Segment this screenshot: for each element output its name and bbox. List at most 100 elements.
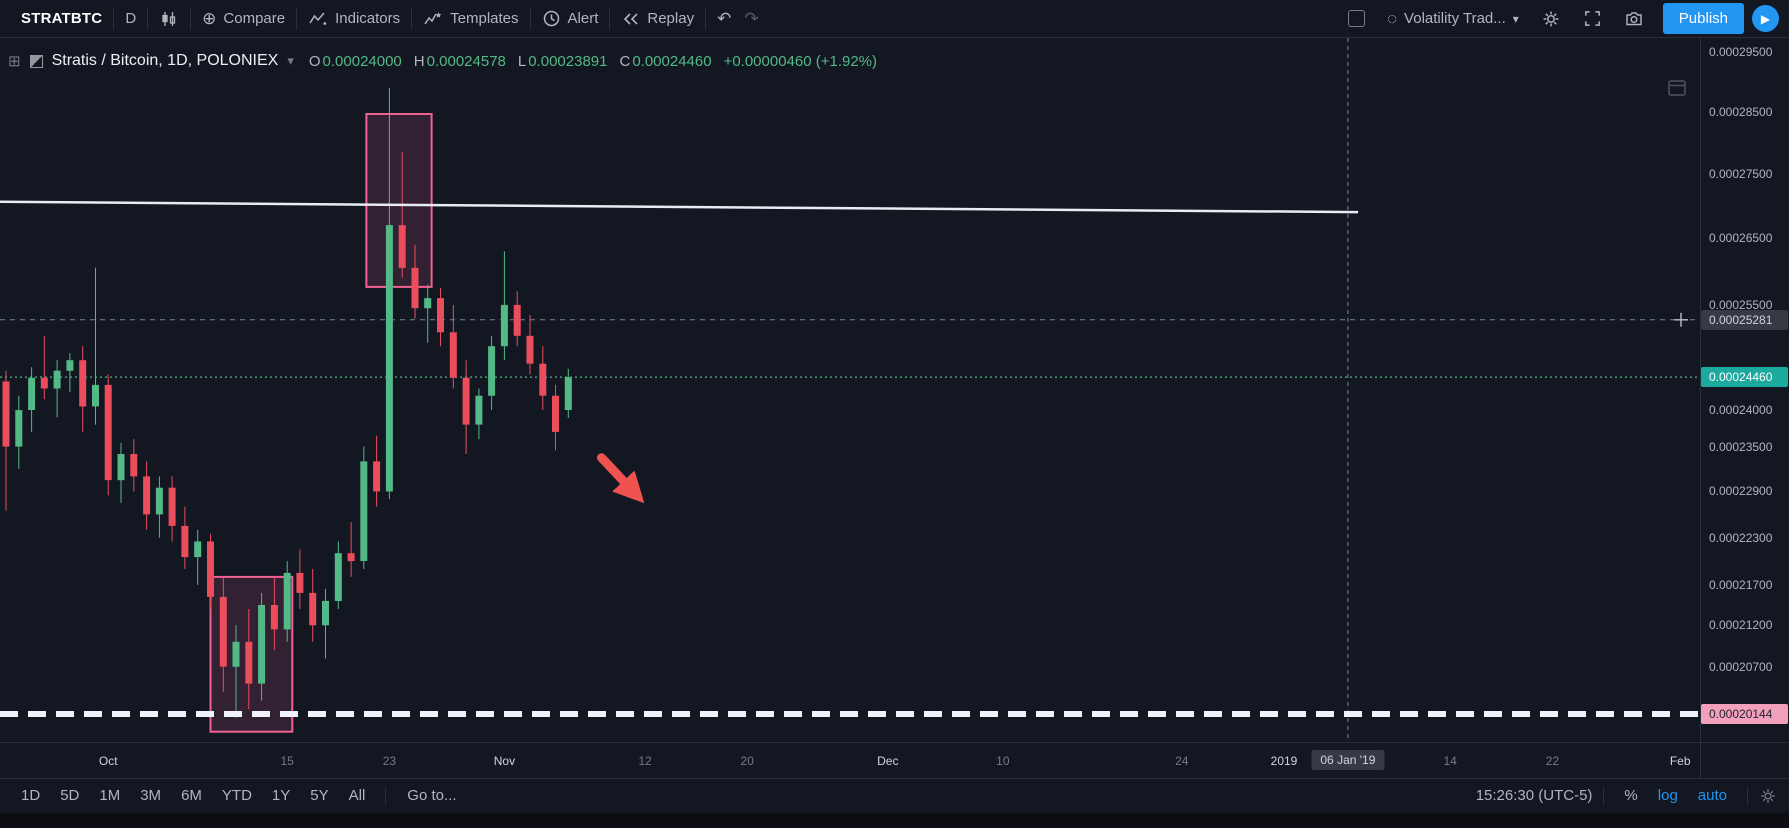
toolbar-left-group: STRATBTC D ⊕ Compare Indicators Template… — [10, 0, 770, 38]
time-axis-label: 24 — [1175, 754, 1189, 768]
range-5d[interactable]: 5D — [60, 787, 80, 804]
toolbar-separator — [190, 7, 192, 30]
symbol-button[interactable]: STRATBTC — [21, 10, 103, 27]
toolbar-separator — [529, 7, 531, 30]
alert-button[interactable]: Alert — [531, 0, 610, 38]
clock-label[interactable]: 15:26:30 (UTC-5) — [1475, 787, 1593, 804]
toolbar-separator — [113, 7, 115, 30]
undo-icon: ↶ — [717, 9, 732, 28]
price-axis-label: 0.00024000 — [1709, 403, 1773, 418]
layout-name-label: Volatility Trad... — [1404, 10, 1506, 27]
bottom-strip — [0, 812, 1789, 828]
indicators-label: Indicators — [335, 10, 401, 27]
chart-legend: ⊞ Stratis / Bitcoin, 1D, POLONIEX ▾ O 0.0… — [8, 52, 877, 70]
low-label: L — [517, 52, 527, 70]
range-1d[interactable]: 1D — [21, 787, 41, 804]
time-axis-label: 22 — [1545, 754, 1560, 768]
time-axis-label: 15 — [280, 754, 294, 768]
goto-button[interactable]: Go to... — [407, 787, 457, 804]
redo-button[interactable]: ↷ — [742, 0, 769, 38]
footer-separator — [1747, 786, 1748, 805]
legend-toggle-icon[interactable] — [29, 54, 43, 68]
top-toolbar: STRATBTC D ⊕ Compare Indicators Template… — [0, 0, 1789, 38]
axis-corner — [1700, 742, 1789, 779]
high-label: H — [413, 52, 425, 70]
low-value: 0.00023891 — [528, 52, 608, 70]
range-3m[interactable]: 3M — [140, 787, 162, 804]
symbol-caret-icon[interactable]: ▾ — [287, 53, 294, 68]
footer-separator — [1603, 786, 1605, 805]
toolbar-separator — [147, 7, 149, 30]
undo-button[interactable]: ↶ — [706, 0, 742, 38]
redo-icon: ↷ — [744, 9, 759, 28]
price-axis-label: 0.00027500 — [1709, 166, 1773, 181]
interval-button[interactable]: D — [125, 10, 137, 27]
time-axis-label: Oct — [98, 754, 118, 768]
high-value: 0.00024578 — [426, 52, 506, 70]
compare-button[interactable]: ⊕ Compare — [191, 0, 296, 38]
price-axis-label: 0.00022300 — [1709, 530, 1773, 545]
camera-icon — [1624, 9, 1644, 29]
replay-icon — [621, 11, 640, 27]
price-axis-label: 0.00029500 — [1709, 45, 1773, 59]
symbol-title[interactable]: Stratis / Bitcoin, 1D, POLONIEX — [51, 52, 279, 69]
chart-canvas[interactable] — [0, 38, 1700, 742]
chart-style-button[interactable] — [148, 0, 190, 38]
price-axis-label: 0.00021200 — [1709, 618, 1773, 633]
last-price-badge: 0.00024460 — [1701, 367, 1788, 388]
price-axis-label: 0.00023500 — [1709, 439, 1773, 454]
price-axis-label: 0.00022900 — [1709, 484, 1773, 499]
snapshot-button[interactable] — [1613, 0, 1655, 38]
alert-label: Alert — [567, 10, 599, 27]
publish-play-button[interactable]: ▶ — [1752, 5, 1779, 32]
fullscreen-icon — [1583, 9, 1602, 28]
candles — [2, 87, 572, 718]
support-price-badge: 0.00020144 — [1701, 704, 1788, 724]
play-icon: ▶ — [1760, 11, 1771, 26]
range-all[interactable]: All — [348, 787, 366, 804]
toolbar-separator — [609, 7, 611, 30]
trendline[interactable] — [0, 200, 1359, 214]
range-6m[interactable]: 6M — [181, 787, 202, 804]
price-axis-label: 0.00028500 — [1709, 104, 1773, 119]
log-scale-button[interactable]: log — [1657, 787, 1678, 804]
time-axis[interactable]: Oct 15 23 Nov 12 20 Dec 10 24 2019 14 22 Feb 06 Jan '… — [0, 742, 1700, 779]
crosshair-price-badge: 0.00025281 — [1701, 309, 1788, 330]
auto-scale-button[interactable]: auto — [1697, 787, 1727, 804]
price-axis-label: 0.00021700 — [1709, 577, 1773, 592]
publish-button[interactable]: Publish — [1662, 3, 1744, 34]
fullscreen-button[interactable] — [1572, 0, 1613, 38]
crosshair-date-badge: 06 Jan '19 — [1311, 750, 1385, 770]
templates-label: Templates — [450, 10, 519, 27]
layout-name-button[interactable]: ◌ Volatility Trad... ▾ — [1376, 0, 1530, 38]
change-value: +0.00000460 (+1.92%) — [723, 52, 878, 70]
templates-button[interactable]: Templates — [412, 0, 529, 38]
chart-settings-button[interactable] — [1530, 0, 1572, 38]
time-axis-label: 20 — [740, 754, 754, 768]
range-1m[interactable]: 1M — [99, 787, 121, 804]
percent-scale-button[interactable]: % — [1624, 787, 1638, 804]
price-axis[interactable]: 0.00029500 0.00028500 0.00027500 0.00026500… — [1700, 38, 1789, 742]
toolbar-right-group: ◌ Volatility Trad... ▾ Publish ▶ — [1337, 0, 1779, 38]
alert-clock-icon — [542, 9, 561, 28]
cloud-sync-icon: ◌ — [1386, 9, 1398, 28]
layout-select-button[interactable] — [1337, 0, 1376, 38]
footer-gear-icon[interactable] — [1759, 787, 1777, 805]
bottom-toolbar: 1D 5D 1M 3M 6M YTD 1Y 5Y All Go to... 15… — [0, 778, 1789, 812]
range-ytd[interactable]: YTD — [221, 787, 252, 804]
pane-widget-icon[interactable] — [1668, 80, 1686, 101]
range-5y[interactable]: 5Y — [310, 787, 329, 804]
grid-icon[interactable]: ⊞ — [8, 52, 21, 70]
chevron-down-icon: ▾ — [1512, 11, 1519, 26]
footer-separator — [385, 786, 387, 805]
close-value: 0.00024460 — [632, 52, 712, 70]
indicators-button[interactable]: Indicators — [297, 0, 411, 38]
axis-plus-icon[interactable] — [1674, 312, 1688, 327]
layout-square-icon — [1347, 10, 1365, 27]
trend-arrow[interactable] — [597, 453, 645, 504]
ohlc-readout: O 0.00024000 H 0.00024578 L 0.00023891 C 0.0… — [309, 53, 877, 70]
candlestick-style-icon — [159, 9, 179, 29]
range-1y[interactable]: 1Y — [271, 787, 291, 804]
time-axis-label: 12 — [638, 754, 652, 768]
replay-button[interactable]: Replay — [610, 0, 705, 38]
